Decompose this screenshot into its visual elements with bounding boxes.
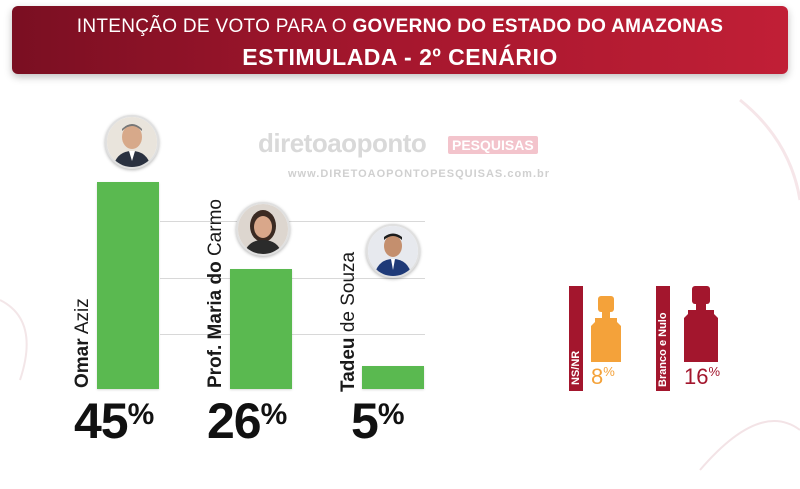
avatar-omar-aziz (105, 115, 159, 169)
watermark-logo: diretoaoponto PESQUISAS www.DIRETOAOPONT… (258, 128, 558, 188)
chart-subtitle: ESTIMULADA - 2º CENÁRIO (242, 44, 558, 70)
bar-maria-do-carmo (230, 269, 292, 389)
branco-nulo-label: Branco e Nulo (657, 312, 669, 387)
ns-nr-percent: 8% (591, 364, 615, 389)
percent-label-maria-do-carmo: 26% (207, 393, 288, 449)
title-emphasis: GOVERNO DO ESTADO DO AMAZONAS (352, 16, 724, 37)
avatar-tadeu-de-souza (366, 224, 420, 278)
gridline (160, 278, 425, 279)
person-silhouette-icon (591, 296, 621, 362)
gridline (160, 221, 425, 222)
gridline (160, 334, 425, 335)
percent-label-tadeu-de-souza: 5% (351, 393, 405, 449)
watermark-brand: diretoaoponto (258, 128, 427, 158)
bar-tadeu-de-souza (362, 366, 424, 389)
branco-nulo-percent: 16% (684, 364, 721, 389)
bar-omar-aziz (97, 182, 159, 389)
avatar-maria-do-carmo (236, 202, 290, 256)
category-label-omar-aziz: Omar Aziz (72, 298, 93, 388)
branco-nulo-label-bar (656, 286, 670, 391)
category-label-maria-do-carmo: Prof. Maria do Carmo (205, 199, 226, 388)
percent-label-omar-aziz: 45% (74, 393, 155, 449)
watermark-url: www.DIRETOAOPONTOPESQUISAS.com.br (288, 168, 551, 180)
category-label-tadeu-de-souza: Tadeu de Souza (338, 251, 359, 392)
title-prefix: INTENÇÃO DE VOTO PARA O (76, 16, 353, 37)
ns-nr-label: NS/NR (570, 350, 582, 385)
title-banner: INTENÇÃO DE VOTO PARA O GOVERNO DO ESTAD… (12, 6, 788, 74)
person-silhouette-icon (684, 286, 718, 362)
chart-title: INTENÇÃO DE VOTO PARA O GOVERNO DO ESTAD… (12, 16, 788, 38)
ns-nr-label-bar (569, 286, 583, 391)
watermark-badge: PESQUISAS (448, 136, 538, 154)
